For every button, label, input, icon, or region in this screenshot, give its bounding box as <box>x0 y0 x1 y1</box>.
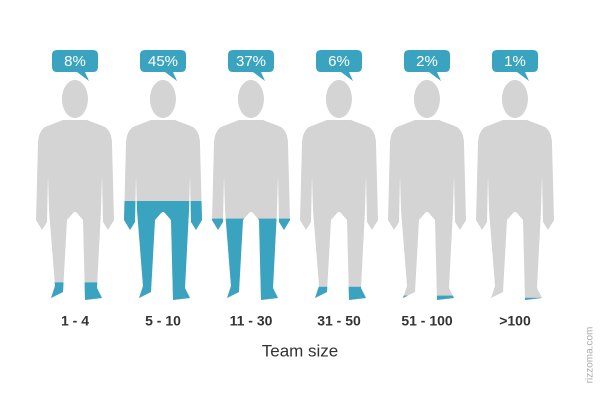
badge: 6% <box>316 50 362 81</box>
value-label: 2% <box>416 53 438 70</box>
figure <box>476 80 554 300</box>
figure <box>36 80 114 300</box>
figure <box>212 80 290 300</box>
value-label: 8% <box>64 53 86 70</box>
value-label: 6% <box>328 53 350 70</box>
fill-bar <box>124 201 202 300</box>
badge-shape <box>140 50 186 81</box>
value-label: 37% <box>236 53 266 70</box>
figure <box>388 80 466 300</box>
x-tick-label: 31 - 50 <box>317 313 361 329</box>
figure <box>300 80 378 300</box>
fill-bar <box>388 295 466 300</box>
watermark: rizzoma.com <box>585 327 596 384</box>
x-axis-label: Team size <box>262 341 339 360</box>
fill-bar <box>300 286 378 300</box>
badge-shape <box>404 50 450 81</box>
figure-silhouette <box>124 80 202 300</box>
figure <box>124 80 202 300</box>
figure-silhouette <box>36 80 114 300</box>
value-label: 45% <box>148 53 178 70</box>
x-tick-label: 11 - 30 <box>230 313 273 329</box>
badge: 8% <box>52 50 98 81</box>
fill-bar <box>212 218 290 300</box>
x-tick-label: 5 - 10 <box>145 313 181 329</box>
figure-silhouette <box>212 80 290 300</box>
badge-shape <box>316 50 362 81</box>
badge: 45% <box>140 50 186 81</box>
badge: 1% <box>492 50 538 81</box>
value-label: 1% <box>504 53 526 70</box>
badge-shape <box>492 50 538 81</box>
badge-shape <box>228 50 274 81</box>
figure-silhouette <box>476 80 554 300</box>
x-tick-label: 1 - 4 <box>61 313 89 329</box>
fill-bar <box>36 282 114 300</box>
badge-shape <box>52 50 98 81</box>
badge: 37% <box>228 50 274 81</box>
x-tick-label: 51 - 100 <box>401 313 453 329</box>
figure-silhouette <box>388 80 466 300</box>
figure-silhouette <box>300 80 378 300</box>
badge: 2% <box>404 50 450 81</box>
fill-bar <box>476 297 554 300</box>
x-tick-label: >100 <box>499 313 531 329</box>
